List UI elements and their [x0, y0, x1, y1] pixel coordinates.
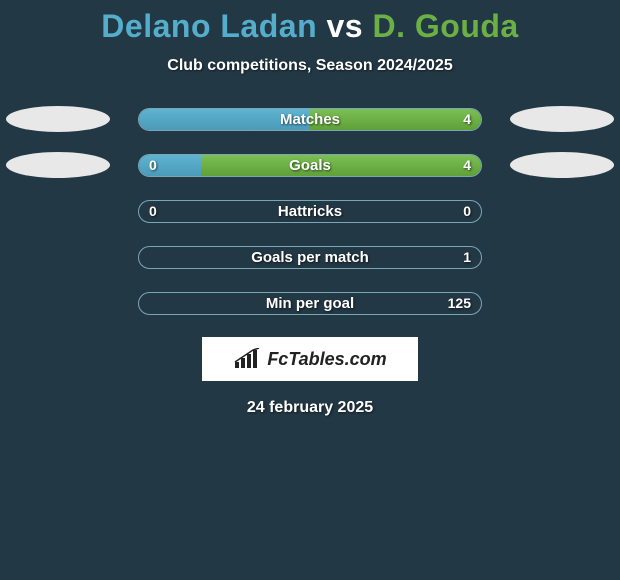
stat-value-player2: 125 [448, 293, 471, 314]
player2-ellipse [510, 152, 614, 178]
stat-label: Goals [139, 155, 481, 176]
stat-value-player1: 0 [149, 155, 157, 176]
stat-row: Goals0 4 [0, 153, 620, 177]
player1-ellipse [6, 290, 110, 316]
player1-name: Delano Ladan [101, 8, 317, 44]
player2-ellipse [510, 106, 614, 132]
stat-value-player1: 0 [149, 201, 157, 222]
stat-row: Goals per match1 [0, 245, 620, 269]
stat-label: Hattricks [139, 201, 481, 222]
date-text: 24 february 2025 [0, 399, 620, 417]
stat-row: Hattricks0 0 [0, 199, 620, 223]
vs-text: vs [327, 8, 364, 44]
player2-ellipse [510, 198, 614, 224]
stat-label: Matches [139, 109, 481, 130]
stat-bar: Min per goal125 [138, 292, 482, 315]
player2-ellipse [510, 290, 614, 316]
stat-bar: Goals per match1 [138, 246, 482, 269]
stat-label: Min per goal [139, 293, 481, 314]
subtitle: Club competitions, Season 2024/2025 [0, 57, 620, 75]
stat-row: Min per goal125 [0, 291, 620, 315]
comparison-title: Delano Ladan vs D. Gouda [0, 0, 620, 45]
logo-box: FcTables.com [202, 337, 418, 381]
stat-bar: Matches4 [138, 108, 482, 131]
chart-bars-icon [233, 348, 261, 370]
stat-value-player2: 4 [463, 155, 471, 176]
stat-value-player2: 4 [463, 109, 471, 130]
player2-ellipse [510, 244, 614, 270]
stat-bar: Goals0 4 [138, 154, 482, 177]
player1-ellipse [6, 106, 110, 132]
logo-text: FcTables.com [267, 349, 386, 370]
player1-ellipse [6, 244, 110, 270]
stat-value-player2: 0 [463, 201, 471, 222]
stat-rows: Matches4Goals04Hattricks00Goals per matc… [0, 107, 620, 315]
stat-label: Goals per match [139, 247, 481, 268]
player2-name: D. Gouda [372, 8, 518, 44]
stat-row: Matches4 [0, 107, 620, 131]
player1-ellipse [6, 198, 110, 224]
player1-ellipse [6, 152, 110, 178]
stat-bar: Hattricks0 0 [138, 200, 482, 223]
stat-value-player2: 1 [463, 247, 471, 268]
